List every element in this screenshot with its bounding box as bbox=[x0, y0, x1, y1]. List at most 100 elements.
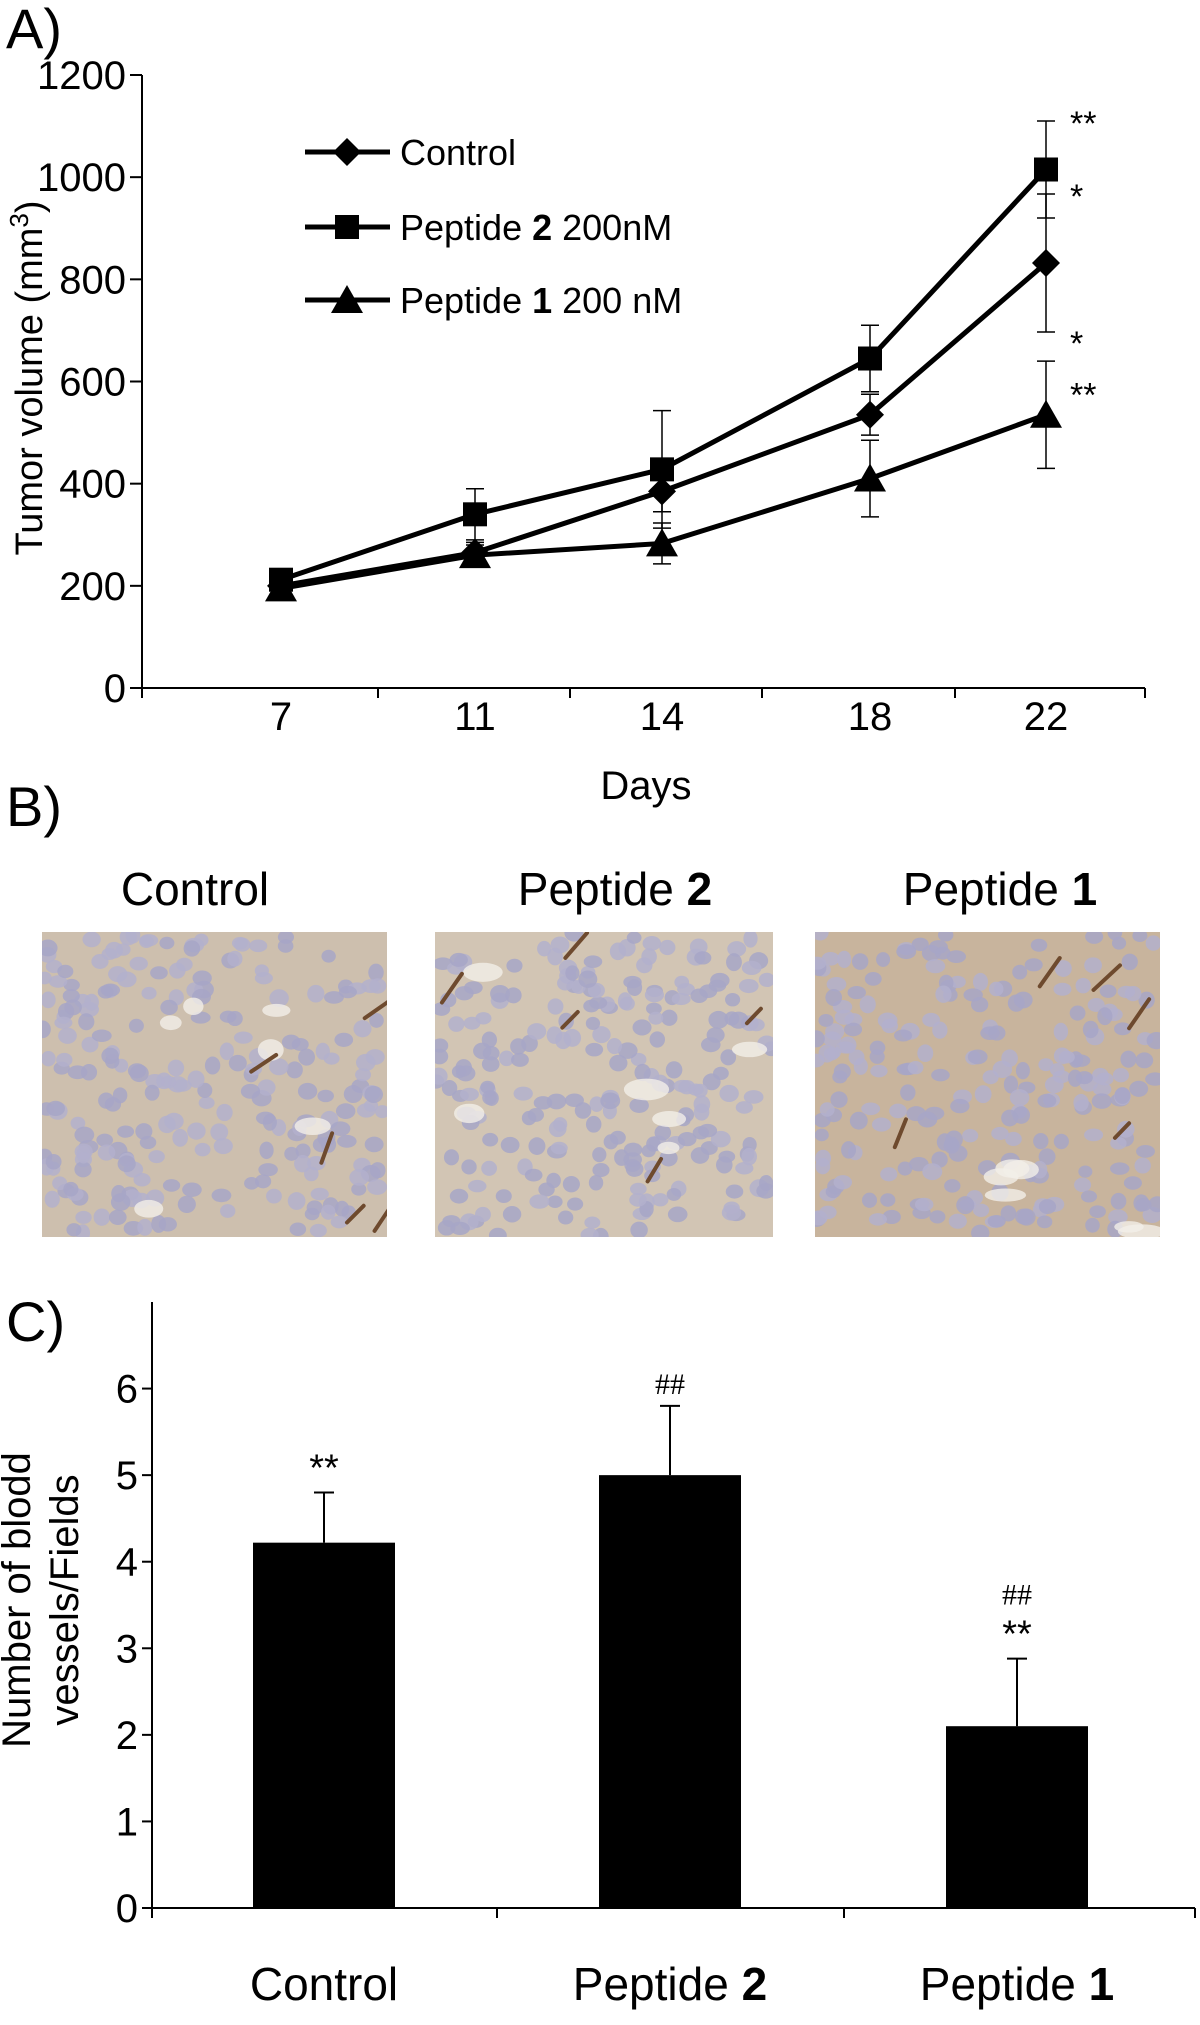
micrograph-title: Control bbox=[121, 863, 269, 915]
cell-nucleus bbox=[584, 1216, 601, 1229]
cell-nucleus bbox=[435, 1067, 448, 1085]
cell-nucleus bbox=[718, 1150, 736, 1163]
cell-nucleus bbox=[1082, 1020, 1099, 1039]
cell-nucleus bbox=[694, 951, 712, 965]
cell-nucleus bbox=[710, 1130, 731, 1148]
cell-nucleus bbox=[592, 1163, 610, 1178]
bar bbox=[946, 1726, 1088, 1908]
cell-nucleus bbox=[822, 1031, 842, 1047]
cell-nucleus bbox=[661, 1009, 678, 1026]
cell-nucleus bbox=[1075, 1071, 1093, 1085]
stained-vessel bbox=[439, 971, 464, 1005]
cell-nucleus bbox=[63, 978, 80, 992]
cell-nucleus bbox=[1089, 1205, 1106, 1218]
significance-marker: * bbox=[1070, 325, 1083, 363]
significance-marker: ## bbox=[655, 1368, 685, 1401]
cell-nucleus bbox=[269, 1058, 289, 1076]
cell-nucleus bbox=[369, 1013, 384, 1028]
cell-nucleus bbox=[724, 1011, 740, 1026]
cell-nucleus bbox=[74, 1126, 95, 1144]
lumen-space bbox=[134, 1199, 164, 1218]
cell-nucleus bbox=[991, 1126, 1009, 1140]
cell-nucleus bbox=[450, 1221, 470, 1235]
cell-nucleus bbox=[455, 1059, 473, 1077]
triangle-marker bbox=[854, 463, 886, 492]
cell-nucleus bbox=[726, 953, 742, 972]
cell-nucleus bbox=[151, 1214, 167, 1233]
cell-nucleus bbox=[304, 1207, 320, 1221]
cell-nucleus bbox=[364, 1136, 384, 1153]
cell-nucleus bbox=[815, 932, 829, 941]
stained-vessel bbox=[1091, 963, 1122, 992]
cell-nucleus bbox=[948, 1213, 967, 1229]
cell-nucleus bbox=[172, 1128, 188, 1147]
cell-nucleus bbox=[449, 1188, 469, 1204]
cell-nucleus bbox=[108, 966, 128, 983]
cell-nucleus bbox=[841, 1141, 857, 1159]
cell-nucleus bbox=[741, 960, 762, 976]
cell-nucleus bbox=[906, 1106, 926, 1122]
cell-nucleus bbox=[351, 1182, 367, 1196]
cell-nucleus bbox=[295, 1143, 311, 1159]
cell-nucleus bbox=[949, 975, 966, 989]
cell-nucleus bbox=[626, 932, 642, 944]
cell-nucleus bbox=[110, 1193, 131, 1211]
cell-nucleus bbox=[353, 1020, 372, 1038]
cell-nucleus bbox=[482, 1090, 497, 1105]
cell-nucleus bbox=[693, 1095, 711, 1114]
cell-nucleus bbox=[538, 1182, 555, 1197]
cell-nucleus bbox=[889, 1103, 907, 1119]
cell-nucleus bbox=[861, 1102, 881, 1116]
stained-vessel bbox=[345, 1203, 366, 1225]
cell-nucleus bbox=[537, 940, 552, 957]
cell-nucleus bbox=[96, 1133, 114, 1147]
cell-nucleus bbox=[129, 956, 148, 971]
cell-nucleus bbox=[1099, 984, 1117, 998]
cell-nucleus bbox=[567, 1197, 584, 1211]
cell-nucleus bbox=[1024, 958, 1043, 972]
lumen-space bbox=[454, 1103, 485, 1124]
cell-nucleus bbox=[699, 984, 718, 999]
micrograph-title: Peptide 1 bbox=[903, 863, 1097, 915]
lumen-space bbox=[262, 1003, 291, 1017]
cell-nucleus bbox=[338, 985, 357, 999]
cell-nucleus bbox=[258, 1163, 278, 1177]
micrograph-image bbox=[435, 932, 773, 1237]
lumen-space bbox=[159, 1015, 182, 1031]
cell-nucleus bbox=[583, 955, 603, 968]
cell-nucleus bbox=[988, 981, 1004, 997]
cell-nucleus bbox=[502, 1206, 522, 1223]
cell-nucleus bbox=[62, 989, 80, 1003]
cell-nucleus bbox=[97, 1144, 116, 1161]
cell-nucleus bbox=[907, 1061, 924, 1075]
cell-nucleus bbox=[156, 1072, 172, 1090]
cell-nucleus bbox=[56, 1052, 73, 1067]
micrograph-panel: Control Peptide 2 Peptide 1 bbox=[42, 863, 1160, 1237]
cell-nucleus bbox=[1129, 1080, 1149, 1097]
cell-nucleus bbox=[97, 985, 114, 999]
cell-nucleus bbox=[460, 1087, 479, 1101]
cell-nucleus bbox=[937, 932, 954, 942]
lumen-space bbox=[731, 1041, 768, 1058]
cell-nucleus bbox=[93, 1208, 111, 1226]
cell-nucleus bbox=[589, 1096, 604, 1112]
cell-nucleus bbox=[1053, 1022, 1069, 1041]
cell-nucleus bbox=[609, 1054, 628, 1072]
legend-label: Control bbox=[400, 132, 516, 173]
cell-nucleus bbox=[1092, 1082, 1112, 1097]
cell-nucleus bbox=[281, 1034, 301, 1050]
cell-nucleus bbox=[585, 1042, 604, 1057]
cell-nucleus bbox=[488, 1227, 507, 1237]
cell-nucleus bbox=[128, 1018, 144, 1033]
cell-nucleus bbox=[511, 1052, 529, 1067]
cell-nucleus bbox=[565, 965, 580, 981]
cell-nucleus bbox=[75, 1210, 92, 1224]
cell-nucleus bbox=[1053, 1133, 1069, 1150]
cell-nucleus bbox=[844, 1022, 863, 1037]
cell-nucleus bbox=[1110, 1136, 1127, 1150]
cell-nucleus bbox=[815, 956, 827, 970]
cell-nucleus bbox=[914, 1197, 934, 1212]
cell-nucleus bbox=[1000, 1205, 1017, 1222]
square-marker bbox=[858, 346, 882, 371]
